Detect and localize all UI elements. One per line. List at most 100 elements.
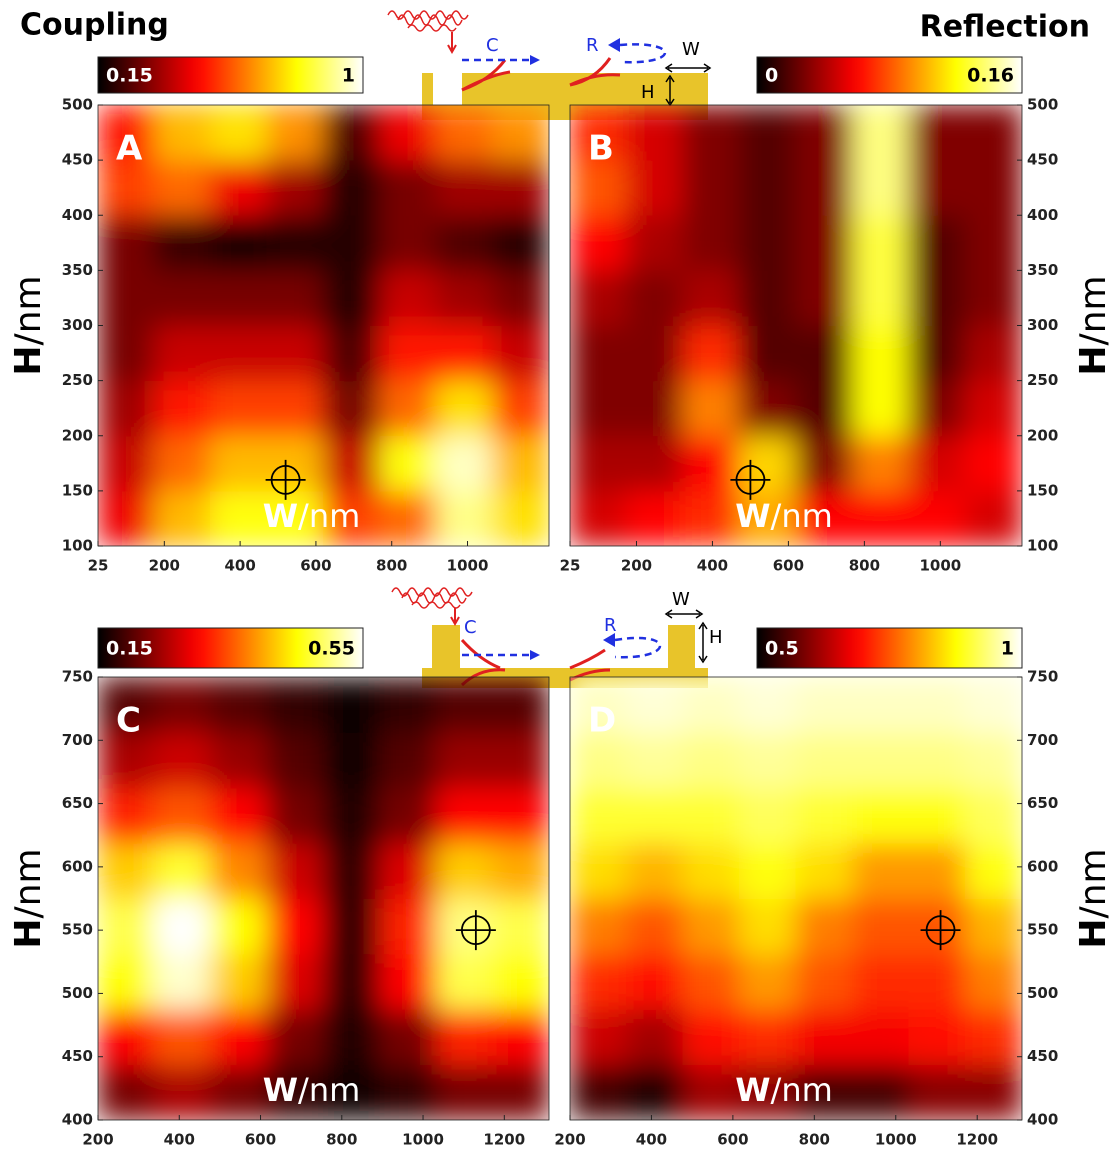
x-label-unit: /nm	[298, 1071, 360, 1109]
heatmap-cell	[570, 105, 627, 161]
x-label-symbol: W	[263, 497, 298, 535]
x-label-symbol: W	[735, 1071, 770, 1109]
colorbar-tick-label: 0.55	[308, 638, 355, 660]
y-tick-label: 750	[62, 668, 93, 686]
x-tick-label: 600	[245, 1131, 276, 1149]
heatmap-cell	[739, 1064, 797, 1120]
y-tick-label: 400	[1027, 1111, 1058, 1129]
x-tick-label: 800	[849, 557, 880, 575]
heatmap-cell	[379, 214, 437, 271]
marker-cross	[920, 910, 961, 951]
reflection-label: R	[586, 35, 599, 56]
heatmap-cell	[570, 787, 627, 844]
heatmap-cell	[682, 953, 740, 1010]
heatmap-cell	[210, 1064, 268, 1120]
colorbar	[756, 627, 1023, 669]
panel-label: C	[116, 701, 141, 741]
heatmap-cell	[795, 898, 853, 955]
heatmap-cell	[153, 1008, 212, 1066]
heatmap-cell	[210, 269, 268, 326]
y-tick-label: 200	[1027, 426, 1058, 444]
heatmap-cell	[570, 731, 627, 789]
heatmap-cell	[266, 435, 324, 492]
heatmap-cell	[626, 898, 684, 955]
y-tick-label: 500	[1027, 984, 1058, 1002]
heatmap-cell	[266, 159, 324, 216]
heatmap-cell	[210, 159, 268, 216]
heatmap-cell	[795, 677, 853, 733]
heatmap-cell	[435, 325, 494, 382]
heatmap-cell	[492, 953, 549, 1010]
heatmap-cell	[492, 105, 549, 161]
heatmap-cell	[908, 731, 966, 789]
heatmap-cell	[492, 787, 549, 844]
heatmap-cell	[98, 159, 155, 216]
heatmap-cell	[908, 490, 966, 546]
heatmap-cell	[435, 898, 494, 955]
target-marker	[920, 910, 961, 951]
heatmap-cell	[852, 490, 910, 546]
heatmap-cell	[210, 435, 268, 492]
heatmap-cell	[210, 842, 268, 899]
heatmap-cell	[965, 898, 1022, 955]
heatmap-cell	[852, 159, 910, 216]
heatmap-cell	[626, 435, 684, 492]
heatmap-cell	[682, 842, 740, 899]
colorbar-tick-label: 0.15	[106, 65, 153, 87]
marker-cross	[455, 910, 496, 951]
heatmap-cell	[98, 214, 155, 271]
heatmap-cell	[908, 105, 966, 161]
heatmap-cell	[965, 214, 1022, 271]
width-label: W	[672, 589, 690, 610]
marker-cross	[265, 459, 306, 500]
colorbar	[97, 56, 364, 94]
heatmap-cell	[908, 953, 966, 1010]
heatmap-cell	[492, 898, 549, 955]
x-label-unit: /nm	[771, 497, 833, 535]
heatmap-cell	[492, 214, 549, 271]
heatmap-cell	[739, 105, 797, 161]
heatmap-cell	[965, 842, 1022, 899]
heatmap-cell	[739, 1008, 797, 1066]
y-label-unit: /nm	[1073, 275, 1114, 345]
heatmap-cell	[795, 269, 853, 326]
x-tick-label: 600	[773, 557, 804, 575]
heatmap-cells	[98, 677, 549, 1120]
heatmap-cell	[323, 380, 381, 437]
target-marker	[730, 459, 771, 500]
left-title: Coupling	[20, 8, 169, 43]
y-tick-label: 450	[62, 151, 93, 169]
heatmap-cell	[379, 677, 437, 733]
heatmap-cell	[379, 898, 437, 955]
y-tick-label: 400	[62, 1111, 93, 1129]
heatmap-cell	[852, 269, 910, 326]
colorbar	[97, 627, 364, 669]
y-axis-label: H/nm	[8, 275, 49, 375]
heatmap-cell	[435, 380, 494, 437]
heatmap-cell	[435, 677, 494, 733]
heatmap-cell	[965, 677, 1022, 733]
plot-frame	[97, 676, 550, 1121]
heatmap-cell	[153, 435, 212, 492]
heatmap-cell	[435, 842, 494, 899]
heatmap-cell	[626, 214, 684, 271]
heatmap-cell	[570, 842, 627, 899]
heatmap-cell	[682, 490, 740, 546]
heatmap-cell	[626, 953, 684, 1010]
plot-frame	[569, 104, 1023, 547]
heatmap-cells	[570, 677, 1022, 1120]
x-tick-label: 1000	[402, 1131, 444, 1149]
y-tick-label: 750	[1027, 668, 1058, 686]
heatmap-cell	[626, 731, 684, 789]
heatmap-cell	[795, 214, 853, 271]
x-tick-label: 1000	[875, 1131, 917, 1149]
heatmap-cell	[492, 677, 549, 733]
heatmap-cell	[210, 898, 268, 955]
heatmap	[98, 677, 549, 1120]
heatmap-cell	[626, 380, 684, 437]
heatmap-cell	[323, 953, 381, 1010]
heatmap-cell	[570, 435, 627, 492]
heatmap-cell	[98, 325, 155, 382]
heatmap-cell	[379, 842, 437, 899]
x-tick-label: 800	[376, 557, 407, 575]
